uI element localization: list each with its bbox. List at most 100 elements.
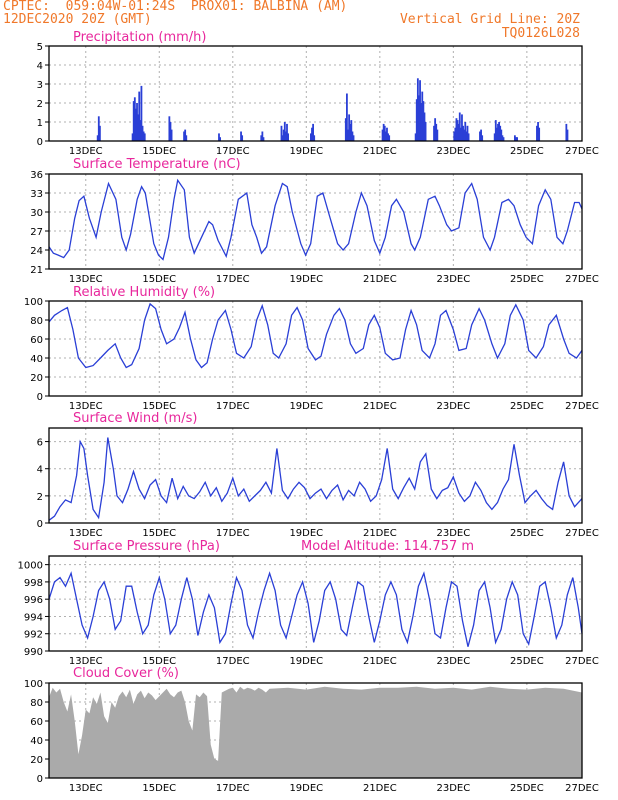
pressure-xtick-label: 21DEC (363, 656, 397, 667)
pressure-title: Surface Pressure (hPa) (73, 539, 220, 554)
wind-ytick-label: 4 (37, 465, 43, 476)
precip-bar (347, 129, 349, 141)
precip-ytick-label: 0 (37, 137, 43, 148)
precip-bar (346, 93, 348, 141)
precip-bar (420, 103, 423, 141)
precip-xtick-label: 21DEC (363, 146, 397, 157)
precip-bar (260, 135, 263, 141)
precip-bar (513, 135, 516, 141)
precip-frame (48, 45, 583, 142)
precip-bar (135, 108, 137, 141)
header-date-line: 12DEC2020 20Z (GMT) (3, 12, 152, 27)
temperature-xtick-label: 27DEC (565, 274, 599, 285)
precip-bar (500, 129, 503, 141)
precip-bar (184, 129, 187, 141)
precip-bar (96, 135, 99, 141)
temperature-xtick-label: 15DEC (142, 274, 176, 285)
precip-bar (386, 127, 388, 141)
precip-bar (141, 125, 144, 141)
precip-bar (240, 131, 242, 141)
pressure-xtick-label: 25DEC (510, 656, 544, 667)
precip-bar (283, 122, 286, 141)
precip-bar (185, 135, 188, 141)
precip-bar (139, 120, 142, 141)
precip-bar (170, 129, 173, 141)
cloud-xtick-label: 17DEC (216, 783, 250, 794)
precip-bar (461, 114, 463, 141)
precip-bar (349, 123, 352, 141)
pressure-ytick-label: 1000 (18, 561, 43, 572)
precip-bar (261, 131, 264, 141)
humidity-xtick-label: 13DEC (69, 401, 103, 412)
precip-bar (458, 112, 461, 141)
humidity-xtick-label: 21DEC (363, 401, 397, 412)
temperature-xtick-label: 13DEC (69, 274, 103, 285)
precip-bar (219, 137, 221, 141)
wind-ytick-label: 2 (37, 492, 43, 503)
precip-bar (383, 125, 386, 141)
precip-bar (382, 123, 385, 141)
temperature-ytick-label: 27 (30, 227, 43, 238)
cloud-xtick-label: 21DEC (363, 783, 397, 794)
precip-bar (499, 125, 502, 141)
precip-bar (137, 114, 140, 141)
cloud-xtick-label: 15DEC (142, 783, 176, 794)
precip-bar (480, 129, 482, 141)
pressure-ytick-label: 994 (24, 612, 43, 623)
precip-bar (132, 101, 135, 141)
precip-bar (433, 125, 435, 141)
pressure-annotation: Model Altitude: 114.757 m (301, 539, 474, 554)
temperature-ytick-label: 24 (30, 246, 43, 257)
precip-panel: 0 1 2 3 4 5 13DEC 15DEC 17DEC 19DEC 21DEC 23DEC 25DE… (37, 30, 599, 157)
precip-ytick-label: 5 (37, 42, 43, 53)
humidity-panel: 0 20 40 60 80 100 13DEC 15DEC 17DEC 19DEC 21DEC 23D… (24, 285, 599, 412)
precip-bar (435, 123, 438, 141)
precip-ytick-label: 4 (37, 61, 43, 72)
humidity-ytick-label: 20 (30, 373, 43, 384)
precip-bar (515, 137, 517, 141)
precip-bar (281, 135, 284, 141)
cloud-ytick-label: 40 (30, 736, 43, 747)
precip-ytick-label: 3 (37, 80, 43, 91)
precip-bar (481, 135, 484, 141)
cloud-xtick-label: 13DEC (69, 783, 103, 794)
precip-bar (286, 123, 288, 141)
precip-bar (493, 133, 496, 141)
pressure-xtick-label: 13DEC (69, 656, 103, 667)
precip-bar (419, 80, 421, 141)
wind-xtick-label: 15DEC (142, 528, 176, 539)
humidity-ytick-label: 100 (24, 297, 43, 308)
precip-bar (384, 131, 387, 141)
temperature-title: Surface Temperature (nC) (73, 157, 241, 172)
pressure-ytick-label: 990 (24, 647, 43, 658)
precip-bar (463, 129, 466, 141)
precip-bar (466, 125, 469, 141)
precip-xtick-label: 13DEC (69, 146, 103, 157)
precip-bar (311, 127, 313, 141)
precip-ytick-label: 2 (37, 99, 43, 110)
wind-xtick-label: 13DEC (69, 528, 103, 539)
precip-bar (313, 135, 316, 141)
precip-bar (284, 131, 287, 141)
temperature-xtick-label: 17DEC (216, 274, 250, 285)
precip-bar (434, 118, 437, 141)
precip-bar (351, 131, 354, 141)
pressure-line (48, 571, 583, 647)
header-grid-note: Vertical Grid Line: 20Z (399, 12, 580, 27)
humidity-frame (48, 300, 583, 397)
humidity-ytick-label: 80 (30, 316, 43, 327)
precip-ytick-label: 1 (37, 118, 43, 129)
cloud-title: Cloud Cover (%) (73, 666, 179, 681)
cloud-xtick-label: 23DEC (436, 783, 470, 794)
pressure-ytick-label: 998 (24, 578, 43, 589)
precip-bar (516, 137, 519, 141)
precip-bar (309, 133, 312, 141)
temperature-ytick-label: 30 (30, 208, 43, 219)
precip-xtick-label: 19DEC (289, 146, 323, 157)
humidity-line (48, 302, 583, 369)
cloud-area (49, 686, 582, 778)
precip-bar (387, 133, 389, 141)
wind-xtick-label: 25DEC (510, 528, 544, 539)
temperature-xtick-label: 21DEC (363, 274, 397, 285)
